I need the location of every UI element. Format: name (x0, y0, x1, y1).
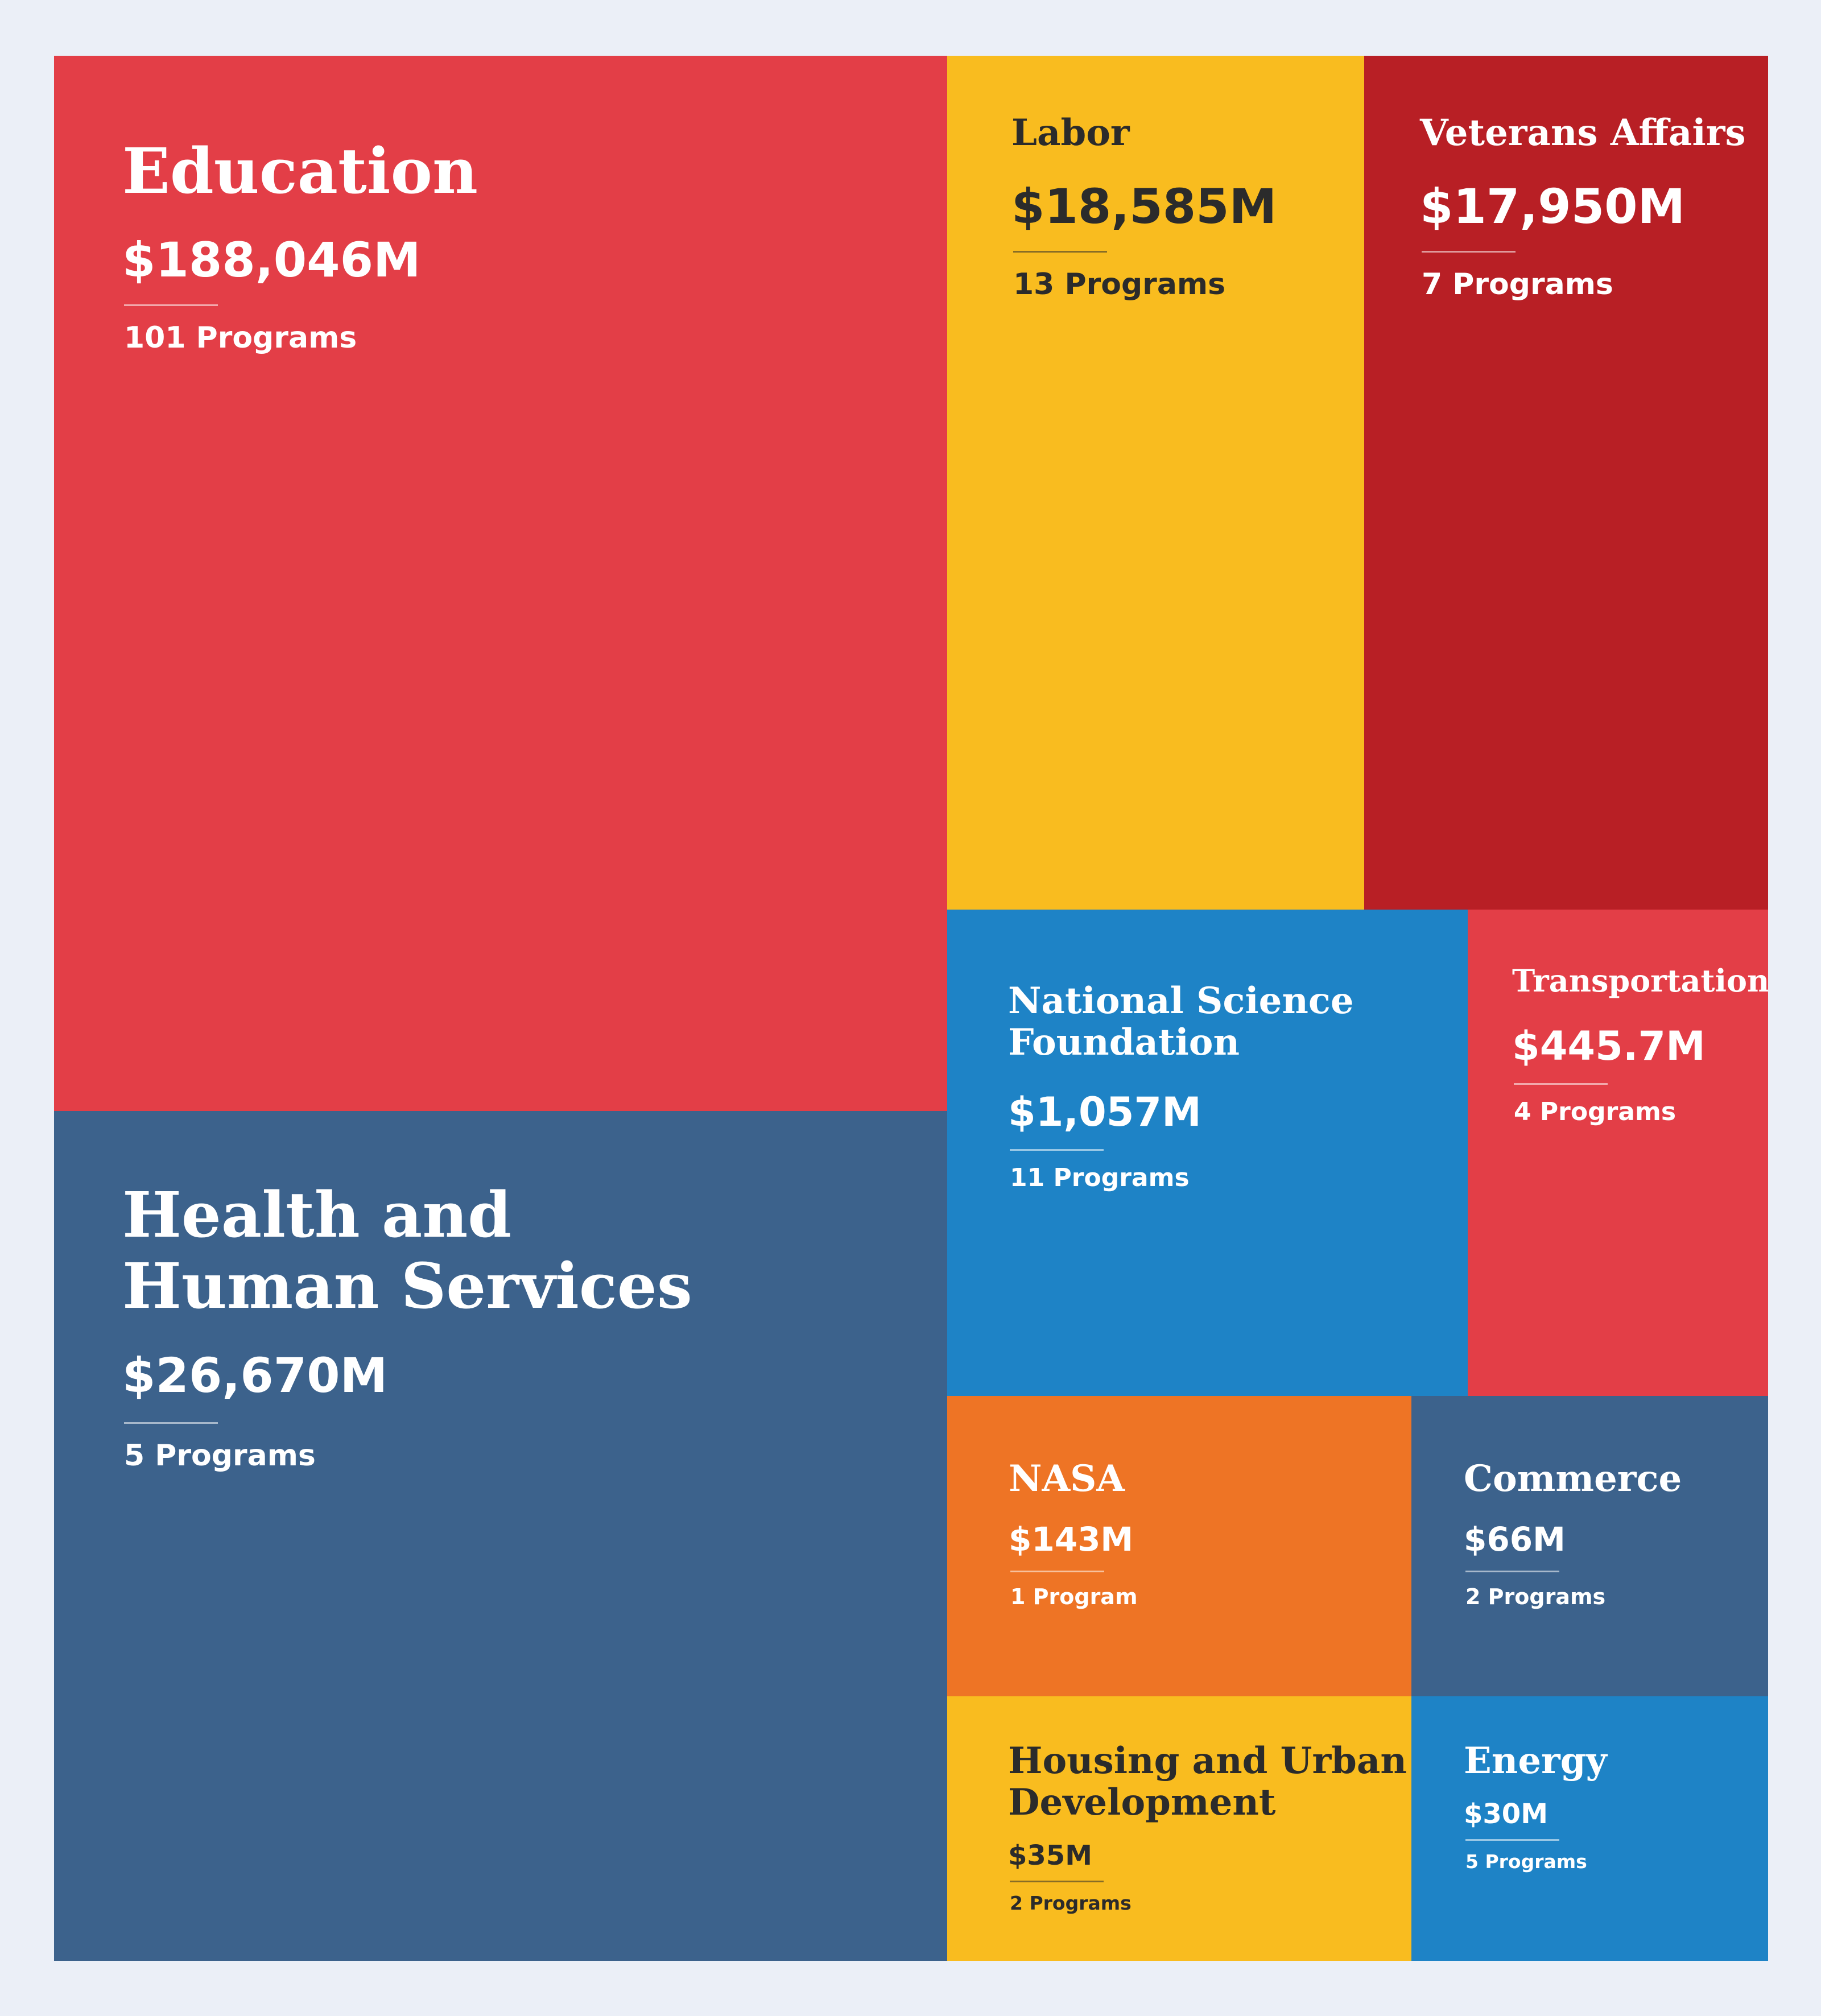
tile-label: Housing and Urban Development (1008, 1740, 1407, 1824)
tile-divider (124, 304, 218, 307)
tile-hud: Housing and Urban Development $35M 2 Progr… (947, 1696, 1411, 1961)
tile-amount: $188,046M (122, 232, 421, 288)
tile-divider (1010, 1880, 1104, 1882)
tile-energy: Energy $30M 5 Programs (1411, 1696, 1768, 1961)
tile-programs: 101 Programs (124, 321, 357, 356)
tile-amount: $445.7M (1512, 1022, 1706, 1069)
tile-amount: $143M (1009, 1519, 1134, 1559)
tile-divider (1010, 1570, 1104, 1572)
tile-label: Veterans Affairs (1420, 111, 1746, 154)
tile-label: Education (122, 134, 478, 208)
tile-programs: 5 Programs (124, 1438, 316, 1473)
tile-programs: 4 Programs (1514, 1097, 1677, 1126)
tile-amount: $18,585M (1011, 178, 1277, 234)
tile-divider (1514, 1083, 1608, 1085)
tile-programs: 1 Program (1010, 1584, 1138, 1609)
tile-label: NASA (1009, 1457, 1125, 1500)
tile-divider (1422, 250, 1516, 253)
tile-programs: 5 Programs (1465, 1850, 1587, 1873)
tile-health: Health and Human Services $26,670M 5 Progr… (54, 1111, 947, 1961)
tile-divider (1465, 1570, 1559, 1572)
tile-programs: 13 Programs (1013, 267, 1226, 301)
tile-commerce: Commerce $66M 2 Programs (1411, 1396, 1768, 1696)
tile-labor: Labor $18,585M 13 Programs (947, 56, 1364, 910)
tile-label: Health and Human Services (122, 1178, 692, 1323)
tile-veterans: Veterans Affairs $17,950M 7 Programs (1364, 56, 1768, 910)
tile-label: Energy (1464, 1740, 1607, 1782)
tile-label: National Science Foundation (1008, 980, 1354, 1064)
tile-divider (1013, 250, 1107, 253)
tile-amount: $1,057M (1008, 1088, 1201, 1135)
tile-programs: 2 Programs (1010, 1891, 1132, 1914)
tile-divider (1010, 1149, 1104, 1151)
tile-education: Education $188,046M 101 Programs (54, 56, 947, 1111)
tile-nasa: NASA $143M 1 Program (947, 1396, 1411, 1696)
tile-transportation: Transportation $445.7M 4 Programs (1468, 910, 1768, 1396)
tile-amount: $35M (1008, 1839, 1092, 1872)
tile-amount: $17,950M (1420, 178, 1686, 234)
tile-label: Commerce (1464, 1457, 1682, 1500)
tile-amount: $26,670M (122, 1347, 388, 1403)
tile-programs: 2 Programs (1465, 1584, 1606, 1609)
tile-nsf: National Science Foundation $1,057M 11 Pro… (947, 910, 1468, 1396)
tile-divider (1465, 1839, 1559, 1841)
tile-amount: $30M (1464, 1798, 1548, 1830)
tile-amount: $66M (1464, 1519, 1566, 1559)
tile-label: Labor (1011, 111, 1130, 154)
tile-divider (124, 1422, 218, 1424)
tile-programs: 7 Programs (1422, 267, 1613, 301)
tile-label: Transportation (1512, 962, 1768, 999)
tile-programs: 11 Programs (1010, 1163, 1190, 1192)
